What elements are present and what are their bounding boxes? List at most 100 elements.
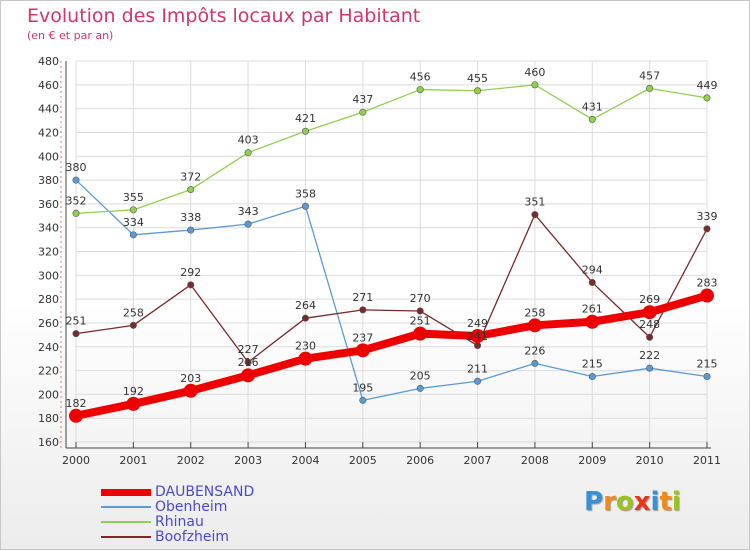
logo-letter: x [633,487,651,517]
data-label-boofzheim: 294 [582,263,603,276]
data-point-boofzheim [703,225,711,233]
data-point-rhinau [588,115,596,123]
x-tick-label: 2008 [521,454,549,467]
data-point-obenheim [187,226,195,234]
y-tick-label: 240 [38,341,59,354]
data-label-boofzheim: 292 [180,266,201,279]
data-label-rhinau: 460 [524,66,545,79]
legend-swatch-obenheim [101,506,151,508]
legend-swatch-daubensand [101,489,151,496]
data-label-boofzheim: 339 [697,210,718,223]
y-tick-label: 180 [38,412,59,425]
data-point-boofzheim [531,211,539,219]
data-label-obenheim: 343 [238,205,259,218]
legend-label-rhinau: Rhinau [155,514,204,530]
x-tick-label: 2000 [62,454,90,467]
data-point-daubensand [241,368,256,383]
data-label-boofzheim: 271 [352,291,373,304]
data-label-daubensand: 216 [238,356,259,369]
data-point-daubensand [298,351,313,366]
y-tick-label: 440 [38,103,59,116]
series-line-daubensand [72,291,711,420]
data-label-obenheim: 338 [180,211,201,224]
data-point-boofzheim [416,307,424,315]
data-point-rhinau [244,149,252,157]
proxiti-logo: Proxiti [584,487,681,517]
data-point-obenheim [416,384,424,392]
data-label-obenheim: 215 [582,358,603,371]
data-point-boofzheim [72,330,80,338]
data-label-daubensand: 283 [697,277,718,290]
data-label-obenheim: 195 [352,381,373,394]
data-point-boofzheim [646,333,654,341]
data-point-daubensand [69,408,83,423]
data-point-obenheim [531,359,539,367]
data-point-daubensand [585,314,600,329]
data-label-daubensand: 182 [66,397,87,410]
data-label-obenheim: 226 [524,344,545,357]
legend-label-obenheim: Obenheim [155,499,228,515]
legend-item-obenheim: Obenheim [101,499,361,515]
data-label-boofzheim: 227 [238,343,259,356]
data-label-rhinau: 457 [639,69,660,82]
data-label-rhinau: 372 [180,171,201,184]
data-label-obenheim: 222 [639,349,660,362]
data-label-obenheim: 205 [410,369,431,382]
y-tick-label: 300 [38,269,59,282]
data-point-rhinau [187,186,195,194]
data-label-rhinau: 456 [410,71,431,84]
data-point-boofzheim [129,321,137,329]
y-tick-label: 220 [38,365,59,378]
data-point-obenheim [588,373,596,381]
y-tick-label: 400 [38,150,59,163]
data-point-boofzheim [244,358,252,366]
data-label-daubensand: 249 [467,317,488,330]
data-point-daubensand [413,326,428,341]
data-label-boofzheim: 351 [524,196,545,209]
legend: DAUBENSAND Obenheim Rhinau Boofzheim [101,484,361,545]
data-label-rhinau: 421 [295,112,316,125]
logo-letter: r [603,487,616,517]
series-line-rhinau [75,84,708,215]
data-point-daubensand [470,329,485,344]
data-point-rhinau [72,209,80,217]
y-tick-label: 280 [38,293,59,306]
x-tick-label: 2003 [234,454,262,467]
chart-title: Evolution des Impôts locaux par Habitant [27,5,421,27]
data-label-boofzheim: 270 [410,292,431,305]
y-tick-label: 260 [38,317,59,330]
logo-letter: i [650,487,660,517]
data-point-boofzheim [474,342,482,350]
data-label-rhinau: 403 [238,134,259,147]
series-line-boofzheim [75,213,708,363]
legend-item-rhinau: Rhinau [101,514,361,530]
data-label-obenheim: 215 [697,358,718,371]
data-point-daubensand [183,383,198,398]
x-tick-label: 2009 [578,454,606,467]
data-label-obenheim: 211 [467,362,488,375]
data-label-obenheim: 334 [123,216,144,229]
x-tick-label: 2006 [406,454,434,467]
data-label-obenheim: 380 [66,161,87,174]
data-label-daubensand: 203 [180,372,201,385]
data-point-obenheim [474,377,482,385]
data-point-obenheim [301,202,309,210]
data-point-daubensand [527,318,542,333]
y-tick-label: 480 [38,55,59,68]
data-point-obenheim [703,373,711,381]
legend-item-daubensand: DAUBENSAND [101,484,361,500]
y-tick-label: 360 [38,198,59,211]
x-tick-label: 2007 [464,454,492,467]
data-point-rhinau [646,84,654,92]
data-label-rhinau: 352 [66,194,87,207]
data-point-obenheim [646,364,654,372]
data-point-rhinau [301,127,309,135]
data-point-rhinau [474,87,482,95]
data-point-rhinau [359,108,367,116]
data-label-rhinau: 355 [123,191,144,204]
data-point-rhinau [703,94,711,102]
data-label-daubensand: 258 [524,306,545,319]
data-point-obenheim [359,396,367,404]
